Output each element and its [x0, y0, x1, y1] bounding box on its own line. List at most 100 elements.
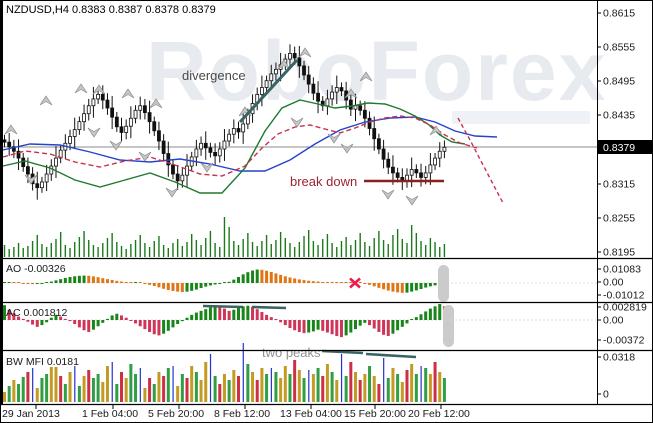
ao-bar [208, 283, 212, 286]
ac-bar [190, 314, 194, 320]
ac-bar [321, 320, 325, 331]
ao-bar [199, 283, 203, 289]
candle-body [2, 139, 7, 143]
mfi-bar [424, 368, 428, 402]
mfi-bar [251, 372, 255, 402]
time-axis[interactable]: 29 Jan 2013 1 Feb 04:00 5 Feb 20:00 8 Feb 1… [2, 404, 470, 420]
ao-bar [321, 281, 325, 283]
mfi-bar [17, 384, 21, 402]
mfi-bar [129, 364, 133, 402]
price-axis-label: 0.002819 [603, 302, 647, 314]
broker-watermark: RoboForex [146, 24, 607, 118]
mfi-bar [148, 378, 152, 402]
candle-body [203, 142, 208, 149]
ac-bar [143, 320, 147, 330]
mfi-bar [270, 368, 272, 402]
two-peaks-lines [202, 304, 417, 359]
main-chart-pane[interactable]: divergence break down [2, 44, 597, 257]
candle-body [227, 133, 232, 142]
ac-bar [73, 320, 77, 324]
fractal-down-icon [381, 189, 395, 200]
ao-indicator-pane[interactable]: AO -0.00326 [3, 263, 597, 302]
candle-body [395, 172, 400, 178]
ao-bar [49, 281, 53, 283]
ac-bar [246, 305, 250, 320]
ao-bar [143, 283, 147, 284]
ao-bar [372, 283, 376, 287]
mfi-bar [218, 384, 222, 402]
fractal-up-icon [344, 88, 358, 99]
mfi-bar [400, 382, 404, 402]
ac-bar [386, 320, 390, 336]
ao-bar [307, 280, 311, 283]
candle-body [175, 173, 180, 182]
ao-bar [293, 278, 297, 283]
ac-bar [17, 316, 21, 320]
candle-body [213, 152, 218, 157]
ao-bar [227, 281, 231, 283]
mfi-bar [26, 372, 30, 402]
two-peaks-line [202, 304, 244, 309]
candle-body [11, 146, 16, 152]
ma-line-red [2, 115, 478, 177]
mfi-bar [344, 376, 348, 402]
ao-bar [17, 282, 21, 283]
price-axis-label: 0.0318 [603, 352, 635, 364]
ac-indicator-pane[interactable]: AC 0.001812 two peaks [3, 304, 597, 360]
ao-bar [386, 283, 390, 291]
mfi-bar [386, 378, 390, 402]
ao-bar [339, 282, 343, 283]
ac-bar [232, 309, 236, 320]
mfi-bar [111, 362, 113, 402]
ac-bar [438, 304, 442, 320]
ac-bar [129, 320, 133, 321]
ao-bar [3, 282, 6, 283]
ac-bar [410, 319, 414, 320]
ao-bar [171, 283, 175, 291]
ao-bar [311, 281, 315, 283]
ac-bar [335, 320, 339, 336]
candle-body [259, 87, 264, 95]
candle-body [44, 173, 49, 183]
candle-body [264, 80, 269, 88]
mfi-bar [139, 368, 141, 402]
ao-bar [232, 279, 236, 283]
ac-bar [227, 310, 231, 320]
mfi-bar [405, 370, 409, 402]
candle-body [330, 91, 335, 100]
current-price-tag [598, 140, 653, 154]
ao-bar [166, 283, 170, 290]
ac-bar [120, 315, 123, 320]
mfi-bar [96, 374, 100, 402]
fractal-down-icon [290, 117, 304, 128]
time-axis-label: 20 Feb 12:00 [408, 408, 470, 420]
ao-bar [241, 274, 245, 283]
ac-bar [208, 307, 212, 320]
mfi-bar [35, 388, 39, 402]
ao-bar [433, 283, 437, 286]
ao-pane-label: AO -0.00326 [6, 263, 66, 275]
ao-bar [396, 283, 400, 293]
ao-bar [21, 283, 25, 284]
ao-bar [180, 283, 184, 292]
two-peaks-label: two peaks [262, 345, 321, 360]
mfi-bar [101, 382, 105, 402]
ac-bar [260, 312, 264, 320]
ao-bar [101, 278, 105, 283]
fractal-down-icon [200, 162, 214, 173]
mfi-bar [283, 366, 287, 402]
ao-bar [297, 279, 301, 283]
ac-bar [63, 318, 67, 320]
ac-bar [307, 320, 311, 333]
ac-bar [82, 320, 86, 331]
mfi-indicator-pane[interactable]: BW MFI 0.0181 [3, 343, 446, 402]
mfi-bar [12, 380, 16, 402]
mfi-bar [213, 376, 217, 402]
price-axis[interactable]: 0.8615 0.8555 0.8495 0.8435 0.8315 0.8255 0.81… [597, 8, 653, 401]
candles [2, 44, 447, 200]
candle-body [348, 99, 353, 110]
candle-body [414, 169, 419, 174]
candle-body [442, 146, 447, 152]
